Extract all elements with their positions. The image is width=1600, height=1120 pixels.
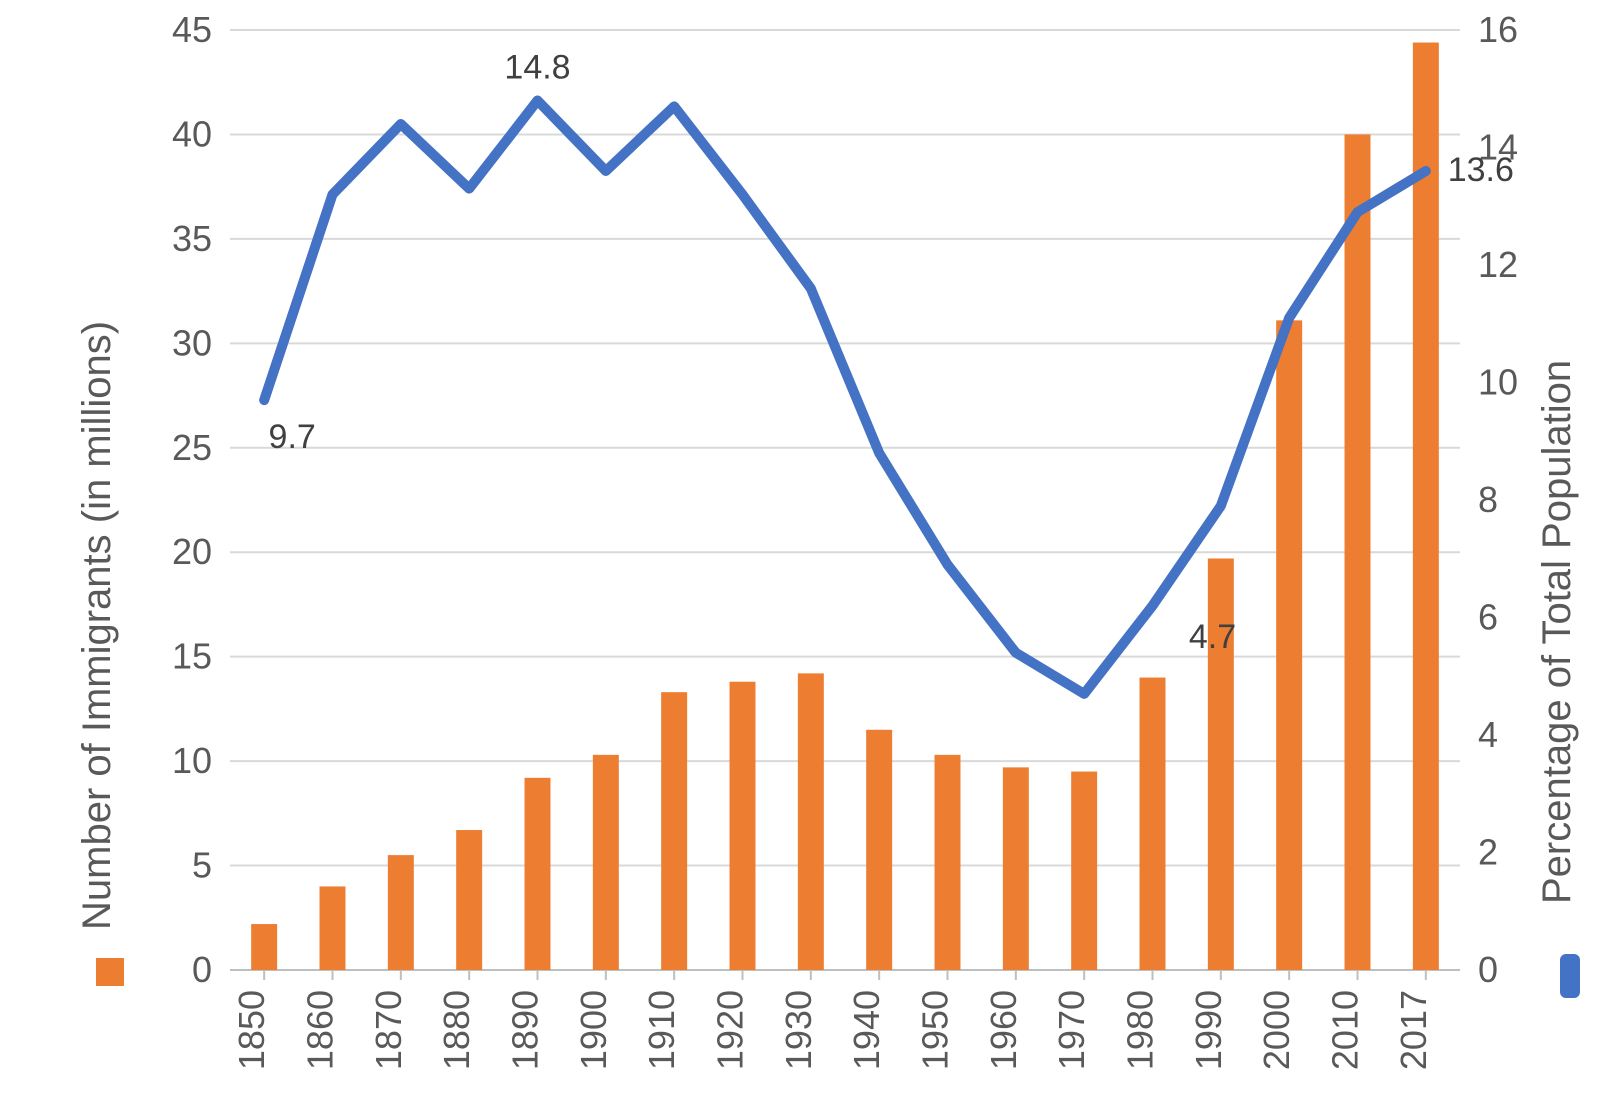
x-tick-label: 1880 [436, 990, 477, 1070]
x-tick-label: 1870 [368, 990, 409, 1070]
x-tick-label: 1890 [505, 990, 546, 1070]
bar [1071, 772, 1097, 970]
legend-bar-icon [96, 958, 124, 986]
x-tick-label: 1990 [1188, 990, 1229, 1070]
x-tick-label: 1860 [300, 990, 341, 1070]
y-right-axis-title: Percentage of Total Population [1535, 360, 1579, 904]
x-tick-label: 1850 [231, 990, 272, 1070]
chart-svg: 0510152025303540450246810121416185018601… [0, 0, 1600, 1120]
bar [388, 855, 414, 970]
line-annotation: 4.7 [1189, 618, 1236, 656]
y-right-tick-label: 8 [1478, 479, 1498, 520]
y-left-tick-label: 15 [172, 636, 212, 677]
y-right-tick-label: 6 [1478, 597, 1498, 638]
y-left-axis-title: Number of Immigrants (in millions) [75, 321, 119, 930]
bar [935, 755, 961, 970]
y-right-tick-label: 4 [1478, 714, 1498, 755]
x-tick-label: 2010 [1325, 990, 1366, 1070]
line-annotation: 14.8 [504, 49, 570, 87]
x-tick-label: 1960 [983, 990, 1024, 1070]
line-annotation: 13.6 [1448, 151, 1514, 189]
bar [456, 830, 482, 970]
y-right-tick-label: 2 [1478, 832, 1498, 873]
y-right-tick-label: 16 [1478, 9, 1518, 50]
bar [730, 682, 756, 970]
x-tick-label: 2000 [1256, 990, 1297, 1070]
bar [798, 673, 824, 970]
bar [320, 886, 346, 970]
bar [1003, 767, 1029, 970]
bar [661, 692, 687, 970]
y-right-tick-label: 12 [1478, 244, 1518, 285]
y-right-tick-label: 0 [1478, 949, 1498, 990]
bar [525, 778, 551, 970]
x-tick-label: 1900 [573, 990, 614, 1070]
immigration-chart: 0510152025303540450246810121416185018601… [0, 0, 1600, 1120]
x-tick-label: 1940 [846, 990, 887, 1070]
bar [251, 924, 277, 970]
y-left-tick-label: 20 [172, 531, 212, 572]
line-annotation: 9.7 [269, 418, 316, 456]
x-tick-label: 1920 [710, 990, 751, 1070]
y-left-tick-label: 45 [172, 9, 212, 50]
bar [593, 755, 619, 970]
y-right-tick-label: 10 [1478, 362, 1518, 403]
x-tick-label: 2017 [1393, 990, 1434, 1070]
y-left-tick-label: 0 [192, 949, 212, 990]
y-left-tick-label: 25 [172, 427, 212, 468]
x-tick-label: 1930 [778, 990, 819, 1070]
x-tick-label: 1980 [1120, 990, 1161, 1070]
y-left-tick-label: 5 [192, 845, 212, 886]
bar [1345, 134, 1371, 970]
x-tick-label: 1910 [641, 990, 682, 1070]
legend-line-icon [1560, 954, 1580, 998]
y-left-tick-label: 10 [172, 740, 212, 781]
y-left-tick-label: 30 [172, 322, 212, 363]
bar [1276, 320, 1302, 970]
bar [866, 730, 892, 970]
y-left-tick-label: 40 [172, 113, 212, 154]
x-tick-label: 1970 [1051, 990, 1092, 1070]
y-left-tick-label: 35 [172, 218, 212, 259]
x-tick-label: 1950 [915, 990, 956, 1070]
bar [1140, 678, 1166, 970]
